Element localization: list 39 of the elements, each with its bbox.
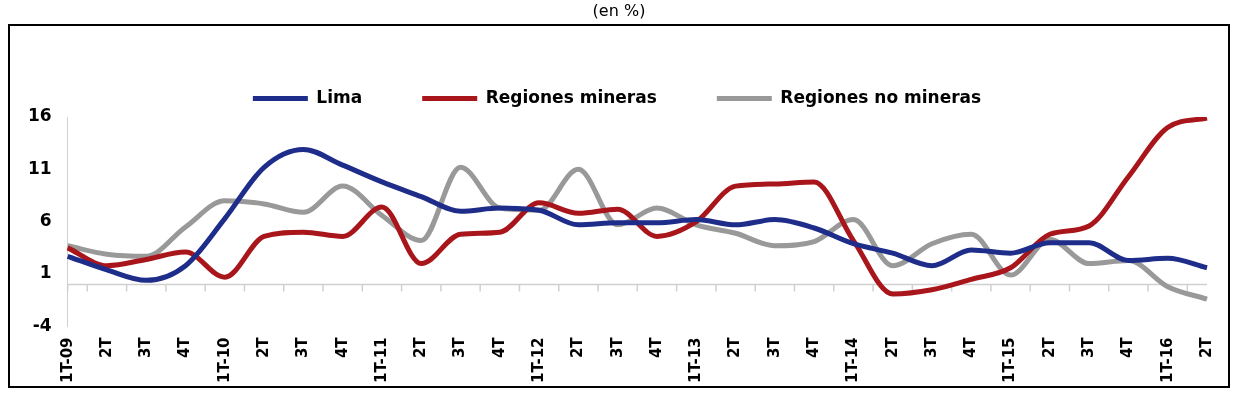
- x-tick-label: 4T: [1118, 336, 1137, 359]
- x-tick-label: 2T: [568, 336, 587, 359]
- x-tick-label: 4T: [961, 336, 980, 359]
- x-tick-label: 3T: [607, 336, 626, 359]
- y-tick-label: 16: [27, 105, 52, 126]
- legend-label: Regiones no mineras: [780, 86, 982, 107]
- x-tick-label: 1T-10: [214, 337, 233, 384]
- x-tick-label: 2T: [882, 336, 901, 359]
- x-tick-label: 1T-13: [686, 337, 705, 384]
- x-tick-label: 4T: [489, 336, 508, 359]
- x-tick-label: 3T: [293, 336, 312, 359]
- x-tick-label: 1T-16: [1157, 337, 1176, 384]
- x-tick-label: 1T-11: [371, 337, 390, 384]
- x-tick-label: 3T: [921, 336, 940, 359]
- x-tick-label: 4T: [804, 336, 823, 359]
- x-tick-label: 4T: [332, 336, 351, 359]
- x-tick-label: 4T: [646, 336, 665, 359]
- x-tick-label: 1T-12: [529, 337, 547, 384]
- x-tick-label: 2T: [1039, 336, 1058, 359]
- x-tick-label: 2T: [96, 336, 115, 359]
- y-tick-label: 6: [39, 210, 52, 231]
- x-tick-label: 4T: [175, 336, 194, 359]
- x-tick-label: 3T: [450, 336, 469, 359]
- legend-label: Lima: [316, 86, 363, 107]
- x-tick-label: 1T-15: [1000, 337, 1019, 384]
- x-tick-label: 3T: [1079, 336, 1098, 359]
- x-tick-label: 2T: [1196, 336, 1215, 359]
- x-tick-label: 2T: [253, 336, 272, 359]
- x-tick-label: 3T: [136, 336, 155, 359]
- y-tick-label: 1: [39, 262, 52, 283]
- y-tick-label: -4: [32, 314, 52, 335]
- x-tick-label: 1T-14: [843, 337, 862, 384]
- x-tick-label: 1T-09: [57, 337, 76, 384]
- x-tick-label: 2T: [411, 336, 430, 359]
- x-tick-label: 2T: [725, 336, 744, 359]
- chart-title: (en %): [591, 1, 647, 22]
- y-tick-label: 11: [27, 157, 52, 178]
- legend-label: Regiones mineras: [485, 86, 657, 107]
- x-tick-label: 3T: [764, 336, 783, 359]
